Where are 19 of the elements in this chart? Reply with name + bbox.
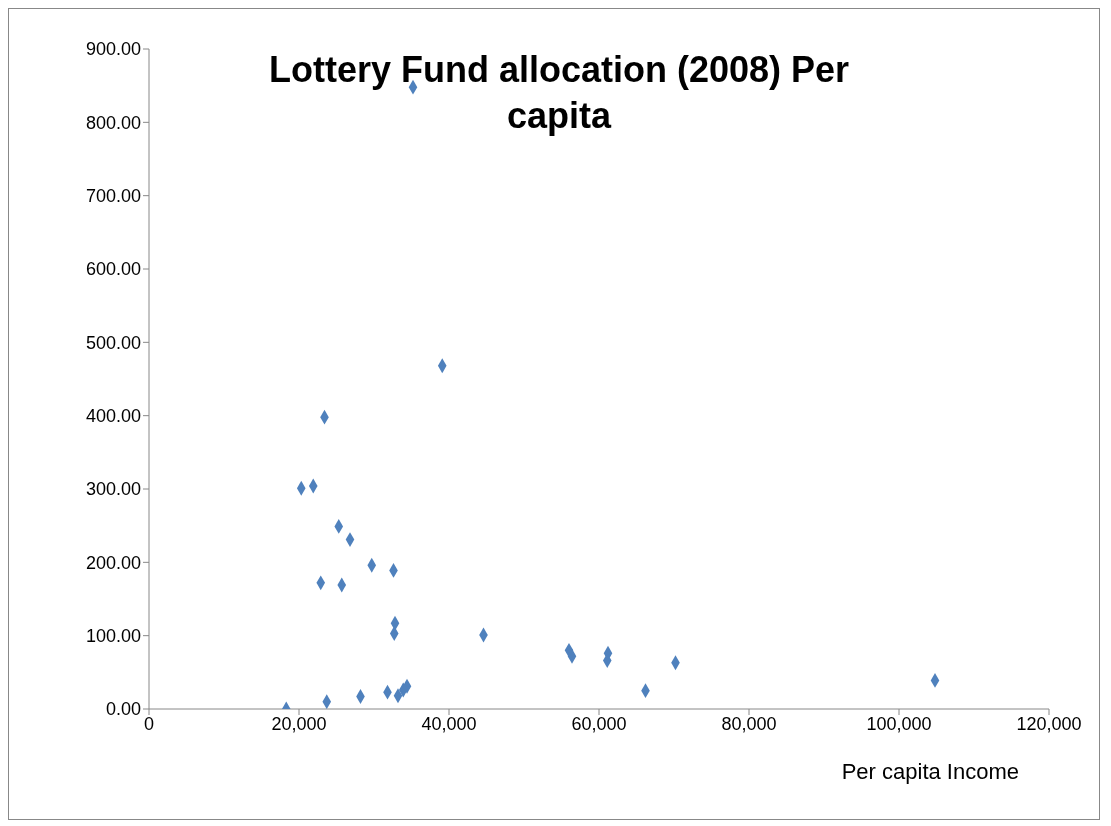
y-tick-label: 600.00 bbox=[85, 259, 141, 280]
x-tick-label: 80,000 bbox=[721, 713, 777, 734]
y-tick-label: 900.00 bbox=[85, 39, 141, 60]
x-tick-label: 20,000 bbox=[271, 713, 327, 734]
y-tick-label: 500.00 bbox=[85, 332, 141, 353]
y-tick-label: 800.00 bbox=[85, 112, 141, 133]
y-tick-label: 300.00 bbox=[85, 479, 141, 500]
x-axis-title: Per capita Income bbox=[841, 759, 1019, 785]
x-tick-label: 40,000 bbox=[421, 713, 477, 734]
y-tick-label: 100.00 bbox=[85, 626, 141, 647]
text: Lottery Fund allocation (2008) Per capita bbox=[267, 48, 851, 138]
y-tick-label: 0.00 bbox=[105, 699, 141, 720]
y-tick-label: 200.00 bbox=[85, 552, 141, 573]
x-tick-label: 0 bbox=[143, 713, 155, 734]
x-tick-label: 60,000 bbox=[571, 713, 627, 734]
x-tick-label: 100,000 bbox=[866, 713, 932, 734]
y-tick-label: 400.00 bbox=[85, 406, 141, 427]
y-tick-label: 700.00 bbox=[85, 186, 141, 207]
x-tick-label: 120,000 bbox=[1016, 713, 1082, 734]
